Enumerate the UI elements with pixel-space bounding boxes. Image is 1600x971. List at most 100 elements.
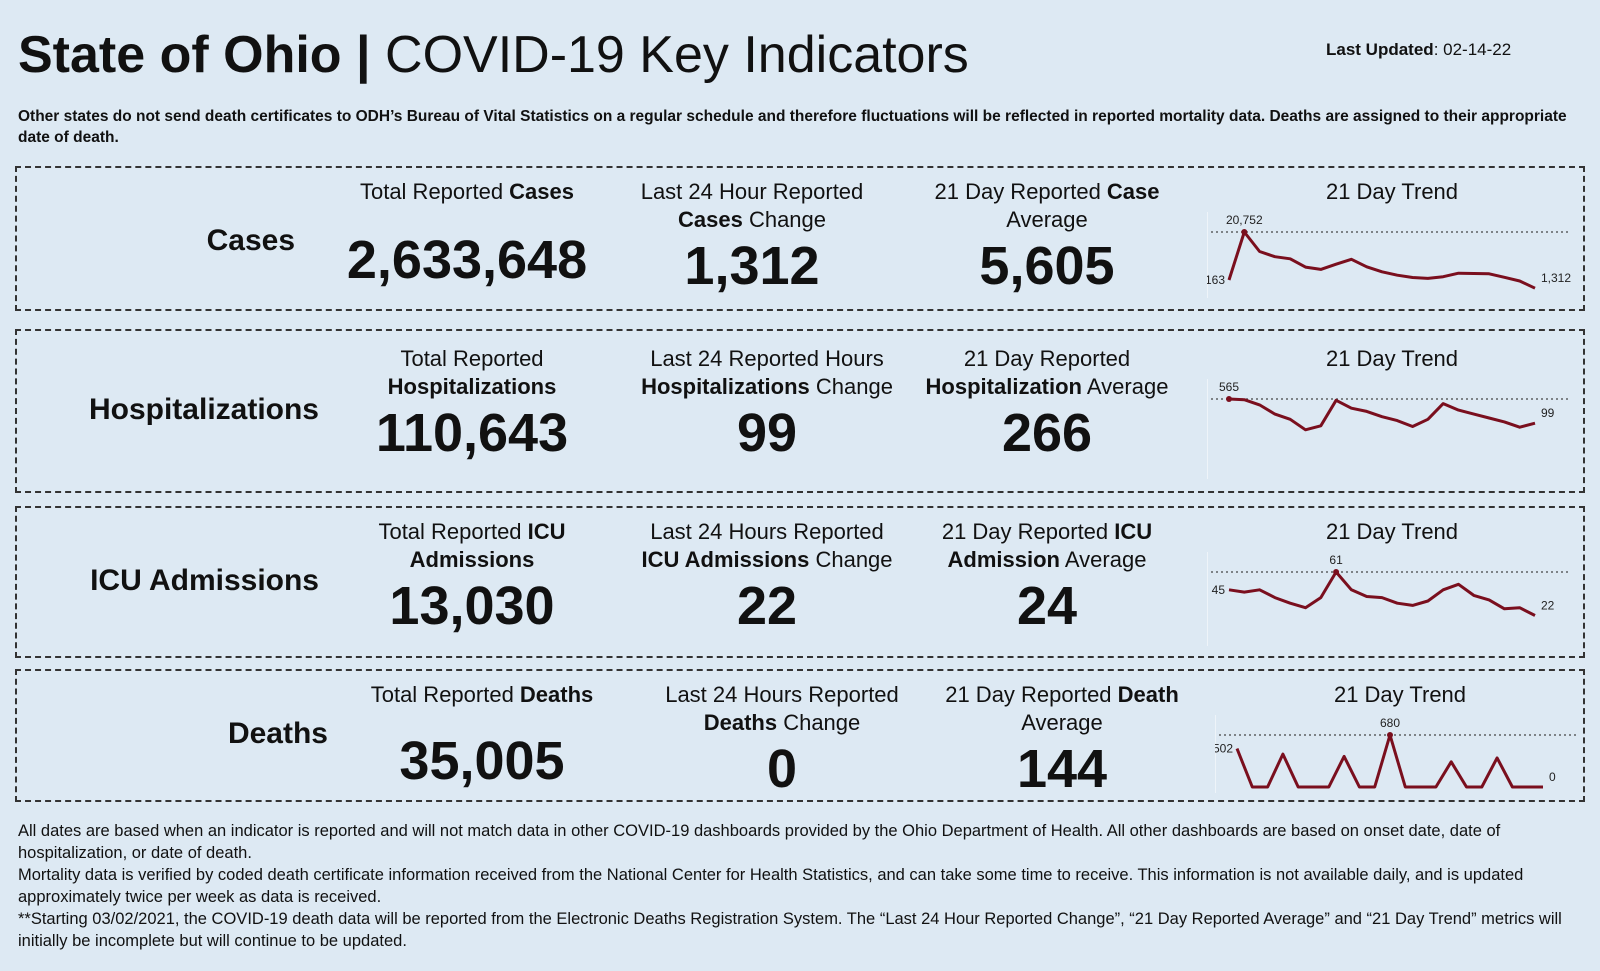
label-text: Total Reported bbox=[378, 519, 528, 544]
metric-change: Last 24 Hours Reported ICU Admissions Cha… bbox=[602, 518, 932, 636]
trend-max-label: 61 bbox=[1329, 553, 1343, 567]
trend-line bbox=[1227, 230, 1536, 290]
header: State of Ohio | COVID-19 Key Indicators … bbox=[18, 18, 1578, 88]
label-bold: ICU bbox=[1114, 519, 1153, 544]
label-bold: Deaths bbox=[519, 682, 594, 707]
metric-label: 21 Day Reported Death Average bbox=[912, 681, 1212, 737]
metric-change: Last 24 Reported Hours Hospitalizations C… bbox=[602, 345, 932, 463]
metric-total: Total Reported Cases 2,633,648 bbox=[317, 178, 617, 290]
metric-label: 21 Day Reported Case Average bbox=[897, 178, 1197, 234]
trend-last-label: 0 bbox=[1549, 770, 1556, 784]
footer-note: **Starting 03/02/2021, the COVID-19 deat… bbox=[18, 910, 1562, 950]
metric-label: Total Reported Cases bbox=[317, 178, 617, 234]
trend-svg: 565 99 bbox=[1207, 379, 1571, 479]
label-text: Change bbox=[809, 374, 893, 399]
trend-svg: 680 502 0 bbox=[1215, 715, 1579, 793]
label-bold: Death bbox=[1117, 682, 1179, 707]
metric-average: 21 Day Reported Hospitalization Average 2… bbox=[897, 345, 1197, 463]
panel-icu-admissions: ICU Admissions Total Reported ICU Admissi… bbox=[15, 506, 1585, 658]
trend-title: 21 Day Trend bbox=[1325, 346, 1459, 371]
label-text: Total Reported bbox=[370, 682, 520, 707]
label-bold: Hospitalizations bbox=[387, 374, 557, 399]
label-text: Last 24 Hour Reported bbox=[640, 179, 864, 204]
trend-max-point bbox=[1226, 396, 1232, 402]
trend-max-label: 680 bbox=[1380, 716, 1400, 730]
metric-value: 99 bbox=[736, 403, 798, 463]
label-text: 21 Day Reported bbox=[945, 682, 1118, 707]
page-title: State of Ohio | COVID-19 Key Indicators bbox=[18, 24, 969, 86]
panel-hospitalizations: Hospitalizations Total Reported Hospitali… bbox=[15, 329, 1585, 493]
metric-average: 21 Day Reported ICU Admission Average 24 bbox=[897, 518, 1197, 636]
panel-title: Hospitalizations bbox=[88, 393, 319, 426]
panel-title: Cases bbox=[206, 224, 295, 257]
metric-value: 22 bbox=[736, 576, 798, 636]
trend-max-label: 20,752 bbox=[1226, 213, 1263, 227]
label-bold: Hospitalization bbox=[925, 374, 1082, 399]
trend-first-label: 4,163 bbox=[1207, 273, 1225, 287]
label-text: Last 24 Hours Reported bbox=[650, 519, 884, 544]
label-text: Total Reported bbox=[359, 179, 510, 204]
metric-value: 144 bbox=[1016, 739, 1108, 799]
trend-first-label: 45 bbox=[1212, 583, 1226, 597]
metric-value: 13,030 bbox=[389, 576, 555, 636]
metric-label: Total Reported Hospitalizations bbox=[322, 345, 622, 401]
title-key-indicators: COVID-19 Key Indicators bbox=[385, 26, 969, 84]
metric-total: Total Reported Deaths 35,005 bbox=[322, 681, 642, 791]
metric-value: 266 bbox=[1001, 403, 1093, 463]
last-updated-value: : 02-14-22 bbox=[1433, 40, 1512, 59]
label-bold: Cases bbox=[677, 207, 743, 232]
trend-max-point bbox=[1333, 569, 1340, 575]
label-text: Average bbox=[1006, 207, 1088, 232]
label-text: Average bbox=[1082, 374, 1169, 399]
label-text: Average bbox=[1021, 710, 1103, 735]
trend-last-label: 99 bbox=[1541, 406, 1555, 420]
label-bold: ICU bbox=[527, 519, 566, 544]
title-state: State of Ohio | bbox=[18, 26, 371, 84]
metric-value: 2,633,648 bbox=[346, 230, 588, 290]
label-bold: Admission bbox=[947, 547, 1060, 572]
footer-note: Mortality data is verified by coded deat… bbox=[18, 866, 1524, 906]
metric-change: Last 24 Hour Reported Cases Change 1,312 bbox=[602, 178, 902, 296]
metric-value: 1,312 bbox=[684, 236, 820, 296]
footer-note: All dates are based when an indicator is… bbox=[18, 822, 1501, 862]
label-text: 21 Day Reported bbox=[963, 346, 1131, 371]
trend-max-label: 565 bbox=[1219, 380, 1239, 394]
label-text: Change bbox=[742, 207, 827, 232]
label-text: Last 24 Hours Reported bbox=[665, 682, 899, 707]
metric-total: Total Reported Hospitalizations 110,643 bbox=[322, 345, 622, 463]
last-updated: Last Updated: 02-14-22 bbox=[1326, 40, 1511, 60]
metric-change: Last 24 Hours Reported Deaths Change 0 bbox=[617, 681, 947, 799]
metric-label: Last 24 Reported Hours Hospitalizations C… bbox=[602, 345, 932, 401]
trend-title: 21 Day Trend bbox=[1333, 682, 1467, 707]
trend-chart-deaths: 21 Day Trend 680 502 0 bbox=[1215, 681, 1585, 797]
panel-cases: Cases Total Reported Cases 2,633,648 Las… bbox=[15, 166, 1585, 311]
label-text: Change bbox=[777, 710, 861, 735]
metric-value: 5,605 bbox=[979, 236, 1115, 296]
metric-label: Last 24 Hour Reported Cases Change bbox=[602, 178, 902, 234]
metric-label: Total Reported ICU Admissions bbox=[322, 518, 622, 574]
disclaimer: Other states do not send death certifica… bbox=[18, 108, 1567, 146]
label-text: Last 24 Reported Hours bbox=[650, 346, 884, 371]
panel-title: ICU Admissions bbox=[90, 564, 319, 597]
metric-value: 0 bbox=[766, 739, 798, 799]
label-text: Total Reported bbox=[400, 346, 544, 371]
trend-first-label: 502 bbox=[1215, 742, 1233, 756]
label-text: 21 Day Reported bbox=[934, 179, 1107, 204]
metric-label: Last 24 Hours Reported Deaths Change bbox=[617, 681, 947, 737]
trend-max-point bbox=[1241, 229, 1248, 235]
label-text: Change bbox=[809, 547, 893, 572]
panel-title: Deaths bbox=[227, 717, 328, 750]
metric-average: 21 Day Reported Case Average 5,605 bbox=[897, 178, 1197, 296]
trend-max-point bbox=[1387, 732, 1393, 738]
trend-line bbox=[1228, 397, 1536, 432]
footer-notes: All dates are based when an indicator is… bbox=[18, 820, 1583, 952]
trend-svg: 61 45 22 bbox=[1207, 552, 1571, 646]
trend-svg: 20,752 4,163 1,312 bbox=[1207, 212, 1571, 298]
metric-value: 110,643 bbox=[375, 403, 569, 463]
label-bold: Deaths bbox=[703, 710, 778, 735]
last-updated-label: Last Updated bbox=[1326, 40, 1434, 59]
trend-last-label: 22 bbox=[1541, 598, 1555, 612]
metric-label: Last 24 Hours Reported ICU Admissions Cha… bbox=[602, 518, 932, 574]
label-text: Average bbox=[1060, 547, 1147, 572]
label-bold: Hospitalizations bbox=[641, 374, 810, 399]
